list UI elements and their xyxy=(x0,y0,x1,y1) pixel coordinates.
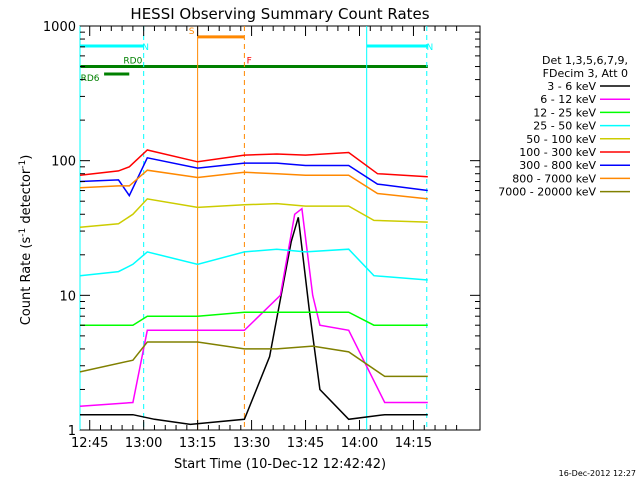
series-line xyxy=(79,248,428,281)
y-axis-label-part: ) xyxy=(19,155,34,160)
x-tick-label: 13:15 xyxy=(179,436,216,451)
x-tick-label: 13:00 xyxy=(125,436,162,451)
y-axis-label: Count Rate (s-1 detector-1) xyxy=(18,155,34,326)
legend-entry-label: 3 - 6 keV xyxy=(547,80,596,93)
legend-entry-label: 25 - 50 keV xyxy=(533,120,596,133)
series-line xyxy=(79,341,428,378)
x-tick-label: 12:45 xyxy=(71,436,108,451)
y-axis-label-part: detector xyxy=(19,168,34,228)
series-line xyxy=(80,311,428,326)
x-axis-label: Start Time (10-Dec-12 12:42:42) xyxy=(174,457,386,472)
flag-label: S xyxy=(189,27,195,37)
flag-label: F xyxy=(247,57,252,67)
legend-header: Det 1,3,5,6,7,9, xyxy=(542,54,628,67)
flag-label: N xyxy=(142,43,149,53)
x-tick-label: 13:45 xyxy=(287,436,324,451)
legend-entry-label: 12 - 25 keV xyxy=(533,106,596,119)
series-line xyxy=(79,198,428,229)
legend: Det 1,3,5,6,7,9,FDecim 3, Att 03 - 6 keV… xyxy=(498,54,630,199)
series-line xyxy=(79,149,428,178)
axes: 12:45 13:00 13:15 13:30 13:45 14:00 14:15 1 10 10… xyxy=(43,20,480,451)
series-line xyxy=(79,207,428,408)
legend-entry-label: 800 - 7000 keV xyxy=(512,172,596,185)
series-line xyxy=(79,156,428,198)
flag-label: N xyxy=(426,43,433,53)
legend-entry-label: 50 - 100 keV xyxy=(526,133,596,146)
flag-label: RD0 xyxy=(123,57,142,67)
legend-entry-label: 300 - 800 keV xyxy=(519,159,596,172)
series-lines xyxy=(79,149,428,426)
x-tick-label: 14:15 xyxy=(395,436,432,451)
y-axis-label-part: -1 xyxy=(18,160,28,169)
y-axis-label-part: -1 xyxy=(18,228,28,237)
x-tick-label: 13:30 xyxy=(233,436,270,451)
legend-entry-label: 100 - 300 keV xyxy=(519,146,596,159)
legend-entry-label: 6 - 12 keV xyxy=(540,93,596,106)
series-line xyxy=(80,217,428,426)
vertical-markers xyxy=(79,26,428,430)
y-tick-label: 100 xyxy=(51,155,76,170)
series-line xyxy=(79,169,428,200)
footer-timestamp: 16-Dec-2012 12:27 xyxy=(559,469,636,478)
chart-title: HESSI Observing Summary Count Rates xyxy=(130,5,429,23)
flag-label: RD6 xyxy=(81,74,100,84)
y-axis-label-part: Count Rate (s xyxy=(19,237,34,326)
observing-flags: N N S F RD0 RD6 xyxy=(80,27,433,84)
legend-header: FDecim 3, Att 0 xyxy=(543,67,628,80)
y-tick-label: 1 xyxy=(68,424,76,439)
x-tick-label: 14:00 xyxy=(341,436,378,451)
legend-entry-label: 7000 - 20000 keV xyxy=(498,186,596,199)
y-tick-label: 1000 xyxy=(43,20,76,35)
y-tick-label: 10 xyxy=(59,289,76,304)
